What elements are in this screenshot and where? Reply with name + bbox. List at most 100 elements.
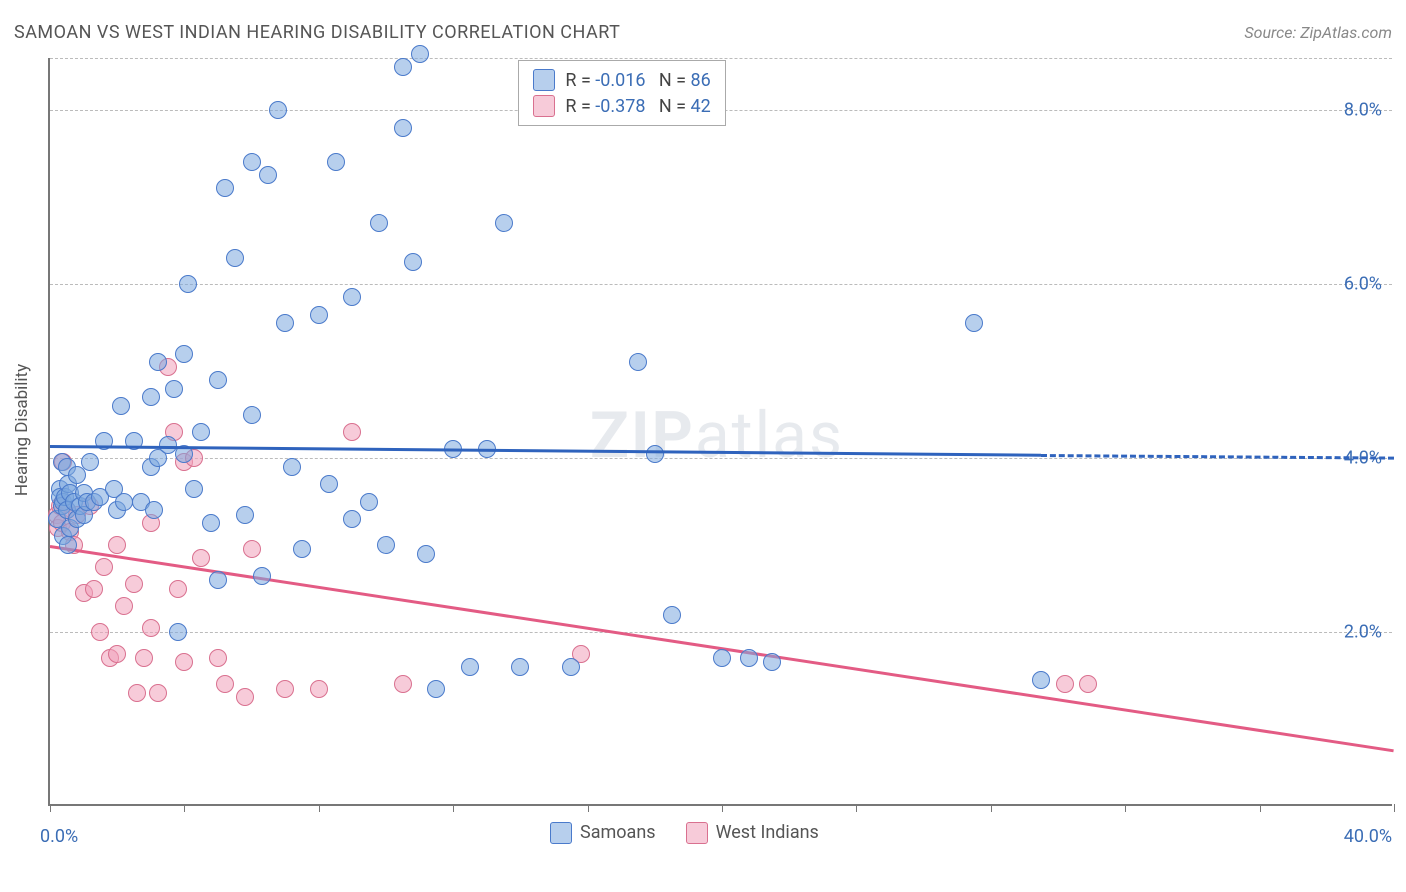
grid-line: [50, 58, 1392, 59]
scatter-point: [81, 453, 99, 471]
grid-line: [50, 284, 1392, 285]
scatter-point: [243, 406, 261, 424]
x-tick: [319, 804, 320, 812]
scatter-point: [85, 580, 103, 598]
scatter-point: [276, 680, 294, 698]
scatter-point: [226, 249, 244, 267]
legend-label: Samoans: [580, 822, 656, 843]
scatter-point: [1056, 675, 1074, 693]
y-tick-label: 8.0%: [1344, 100, 1382, 121]
legend-row: R = -0.378 N = 42: [533, 93, 710, 119]
scatter-point: [149, 353, 167, 371]
scatter-point: [293, 540, 311, 558]
scatter-point: [327, 153, 345, 171]
scatter-point: [360, 493, 378, 511]
scatter-point: [185, 480, 203, 498]
scatter-point: [216, 675, 234, 693]
plot-area: ZIPatlas 2.0%4.0%6.0%8.0%: [48, 58, 1392, 806]
chart-source: Source: ZipAtlas.com: [1244, 23, 1392, 42]
legend-swatch: [550, 822, 572, 844]
scatter-point: [763, 653, 781, 671]
legend-swatch: [686, 822, 708, 844]
scatter-point: [142, 619, 160, 637]
legend-item: Samoans: [550, 822, 656, 844]
y-tick-label: 6.0%: [1344, 274, 1382, 295]
x-tick: [1260, 804, 1261, 812]
legend-correlation: R = -0.016 N = 86 R = -0.378 N = 42: [518, 60, 725, 126]
scatter-point: [394, 119, 412, 137]
x-axis-max-label: 40.0%: [1344, 826, 1392, 847]
scatter-point: [629, 353, 647, 371]
y-axis-title: Hearing Disability: [12, 364, 32, 496]
scatter-point: [169, 580, 187, 598]
scatter-point: [169, 623, 187, 641]
x-tick: [50, 804, 51, 812]
scatter-point: [179, 275, 197, 293]
scatter-point: [370, 214, 388, 232]
scatter-point: [175, 345, 193, 363]
y-tick-label: 2.0%: [1344, 622, 1382, 643]
scatter-point: [209, 371, 227, 389]
scatter-point: [95, 558, 113, 576]
scatter-point: [202, 514, 220, 532]
chart-title: SAMOAN VS WEST INDIAN HEARING DISABILITY…: [14, 22, 620, 43]
scatter-point: [343, 423, 361, 441]
x-tick: [856, 804, 857, 812]
scatter-point: [562, 658, 580, 676]
scatter-point: [125, 575, 143, 593]
scatter-point: [175, 653, 193, 671]
legend-swatch: [533, 95, 555, 117]
scatter-point: [108, 536, 126, 554]
scatter-point: [740, 649, 758, 667]
legend-stats-text: R = -0.378 N = 42: [565, 96, 710, 117]
scatter-point: [1032, 671, 1050, 689]
scatter-point: [115, 493, 133, 511]
scatter-point: [236, 688, 254, 706]
scatter-point: [91, 623, 109, 641]
x-tick: [453, 804, 454, 812]
watermark-bold: ZIP: [590, 398, 695, 473]
header-row: SAMOAN VS WEST INDIAN HEARING DISABILITY…: [14, 22, 1392, 43]
legend-stats-text: R = -0.016 N = 86: [565, 70, 710, 91]
scatter-point: [394, 675, 412, 693]
scatter-point: [236, 506, 254, 524]
grid-line: [50, 458, 1392, 459]
scatter-point: [192, 549, 210, 567]
watermark: ZIPatlas: [590, 398, 844, 473]
scatter-point: [216, 179, 234, 197]
scatter-point: [663, 606, 681, 624]
legend-label: West Indians: [716, 822, 819, 843]
scatter-point: [209, 649, 227, 667]
scatter-point: [461, 658, 479, 676]
scatter-point: [135, 649, 153, 667]
x-tick: [1394, 804, 1395, 812]
scatter-point: [283, 458, 301, 476]
scatter-point: [128, 684, 146, 702]
scatter-point: [68, 466, 86, 484]
legend-bottom: Samoans West Indians: [550, 822, 819, 844]
scatter-point: [411, 45, 429, 63]
scatter-point: [343, 510, 361, 528]
x-tick: [991, 804, 992, 812]
x-tick: [184, 804, 185, 812]
scatter-point: [320, 475, 338, 493]
x-tick: [588, 804, 589, 812]
scatter-point: [259, 166, 277, 184]
scatter-point: [427, 680, 445, 698]
scatter-point: [276, 314, 294, 332]
scatter-point: [108, 645, 126, 663]
scatter-point: [404, 253, 422, 271]
scatter-point: [59, 536, 77, 554]
scatter-point: [394, 58, 412, 76]
scatter-point: [377, 536, 395, 554]
scatter-point: [145, 501, 163, 519]
legend-item: West Indians: [686, 822, 819, 844]
scatter-point: [269, 101, 287, 119]
grid-line: [50, 632, 1392, 633]
scatter-point: [713, 649, 731, 667]
x-axis-min-label: 0.0%: [40, 826, 78, 847]
scatter-point: [417, 545, 435, 563]
scatter-point: [165, 380, 183, 398]
legend-swatch: [533, 69, 555, 91]
scatter-point: [343, 288, 361, 306]
